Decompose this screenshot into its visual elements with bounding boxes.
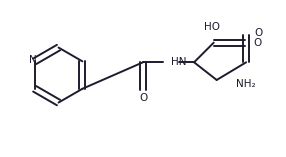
Text: N: N xyxy=(29,55,37,65)
Text: HO: HO xyxy=(204,22,220,32)
Text: O: O xyxy=(254,28,262,38)
Text: O: O xyxy=(253,38,261,48)
Text: O: O xyxy=(139,93,147,103)
Text: NH₂: NH₂ xyxy=(236,79,256,89)
Text: HN: HN xyxy=(170,57,186,67)
